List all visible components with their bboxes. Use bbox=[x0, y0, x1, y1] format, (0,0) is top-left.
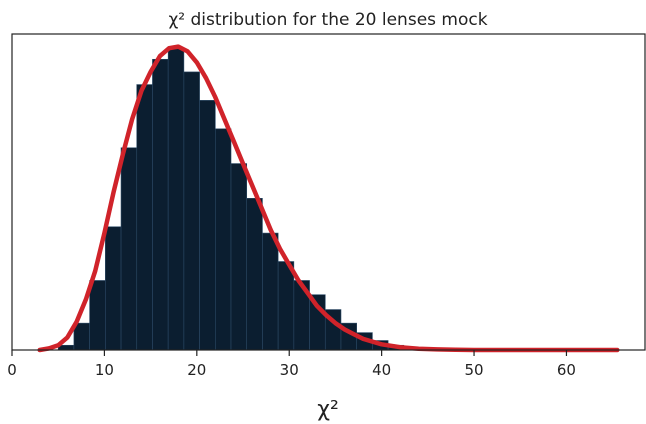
chart-title: χ² distribution for the 20 lenses mock bbox=[168, 10, 487, 30]
x-axis-ticks: 0 10 20 30 40 50 60 bbox=[7, 350, 576, 379]
histogram-bar bbox=[230, 163, 248, 351]
histogram-bar bbox=[277, 261, 295, 351]
histogram-bar bbox=[105, 226, 122, 351]
fit-curve bbox=[37, 44, 620, 353]
plot-frame bbox=[11, 33, 646, 351]
histogram-bar bbox=[183, 71, 200, 351]
histogram-bar bbox=[262, 232, 279, 351]
histogram-bar bbox=[167, 47, 185, 351]
histogram-bars bbox=[57, 47, 420, 351]
x-tick-label: 40 bbox=[372, 361, 391, 379]
x-tick-label: 60 bbox=[557, 361, 576, 379]
histogram-bar bbox=[246, 198, 263, 351]
x-tick-label: 10 bbox=[95, 361, 114, 379]
histogram-bar bbox=[152, 58, 169, 351]
x-tick-label: 50 bbox=[464, 361, 483, 379]
x-tick-label: 0 bbox=[7, 361, 17, 379]
x-axis-label: χ² bbox=[317, 397, 339, 422]
histogram-bar bbox=[214, 128, 232, 351]
histogram-bar bbox=[73, 322, 90, 351]
x-tick-label: 20 bbox=[187, 361, 206, 379]
histogram-bar bbox=[136, 84, 153, 351]
x-tick-label: 30 bbox=[280, 361, 299, 379]
histogram-bar bbox=[120, 147, 138, 351]
histogram-bar bbox=[89, 280, 106, 351]
histogram-bar bbox=[199, 100, 216, 351]
